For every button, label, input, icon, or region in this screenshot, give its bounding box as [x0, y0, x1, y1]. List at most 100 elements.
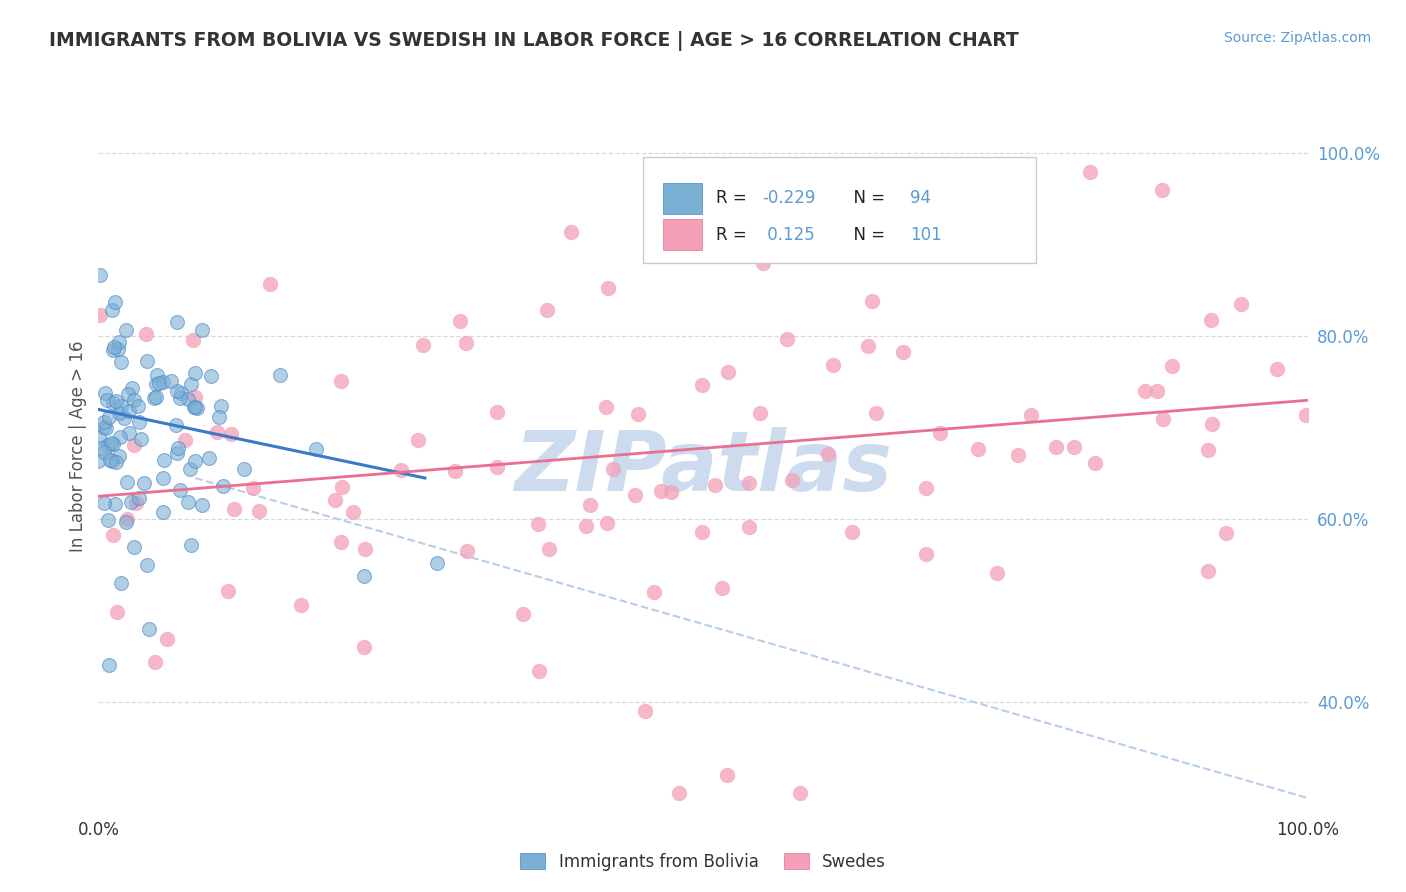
- Point: [1019, 409, 1042, 423]
- Point: [121, 381, 143, 395]
- Point: [775, 332, 797, 346]
- Point: [330, 480, 353, 494]
- Point: [454, 336, 477, 351]
- Point: [1146, 384, 1168, 398]
- Point: [101, 437, 124, 451]
- Point: [891, 345, 914, 359]
- Point: [177, 495, 200, 509]
- Point: [156, 632, 179, 647]
- Point: [1007, 448, 1029, 462]
- Point: [595, 400, 617, 414]
- Point: [108, 335, 131, 350]
- Point: [749, 406, 772, 420]
- Point: [290, 598, 312, 612]
- Point: [710, 581, 733, 595]
- Point: [93, 420, 115, 434]
- Point: [114, 515, 136, 529]
- Point: [117, 387, 139, 401]
- Point: [1295, 408, 1317, 422]
- Point: [191, 322, 214, 336]
- Point: [643, 584, 665, 599]
- Point: [1078, 164, 1101, 178]
- Point: [915, 481, 938, 495]
- Point: [122, 438, 145, 452]
- Point: [104, 295, 127, 310]
- Point: [624, 488, 647, 502]
- Point: [181, 333, 204, 347]
- Point: [143, 655, 166, 669]
- Point: [389, 463, 412, 477]
- Point: [128, 416, 150, 430]
- Point: [89, 309, 111, 323]
- Point: [184, 390, 207, 404]
- Point: [103, 343, 125, 357]
- Point: [115, 475, 138, 490]
- Text: R =: R =: [716, 226, 752, 244]
- Point: [152, 375, 174, 389]
- Text: N =: N =: [844, 189, 890, 207]
- Point: [117, 512, 139, 526]
- Point: [94, 420, 117, 434]
- Point: [120, 495, 142, 509]
- Point: [967, 442, 990, 456]
- Point: [110, 400, 132, 414]
- Point: [93, 496, 115, 510]
- Point: [124, 393, 146, 408]
- Point: [817, 447, 839, 461]
- Point: [205, 425, 228, 439]
- Point: [169, 483, 191, 498]
- Point: [146, 368, 169, 383]
- Point: [247, 504, 270, 518]
- Point: [97, 410, 120, 425]
- Text: N =: N =: [844, 226, 890, 244]
- Point: [169, 392, 191, 406]
- Point: [841, 525, 863, 540]
- Point: [115, 323, 138, 337]
- Point: [692, 378, 714, 392]
- Point: [127, 400, 149, 414]
- Point: [486, 405, 509, 419]
- Point: [1045, 440, 1067, 454]
- Point: [180, 376, 202, 391]
- Point: [1215, 526, 1237, 541]
- Text: IMMIGRANTS FROM BOLIVIA VS SWEDISH IN LABOR FORCE | AGE > 16 CORRELATION CHART: IMMIGRANTS FROM BOLIVIA VS SWEDISH IN LA…: [49, 31, 1019, 51]
- Y-axis label: In Labor Force | Age > 16: In Labor Force | Age > 16: [69, 340, 87, 552]
- Point: [596, 280, 619, 294]
- Text: -0.229: -0.229: [762, 189, 815, 207]
- Point: [1161, 359, 1184, 373]
- Point: [412, 338, 434, 352]
- Point: [353, 640, 375, 655]
- Point: [184, 400, 207, 414]
- Point: [148, 376, 170, 390]
- Point: [526, 516, 548, 531]
- Point: [101, 454, 124, 468]
- Point: [1197, 443, 1219, 458]
- Point: [737, 520, 759, 534]
- Point: [232, 461, 254, 475]
- Point: [1197, 564, 1219, 578]
- Point: [1084, 456, 1107, 470]
- Point: [1230, 296, 1253, 310]
- Point: [122, 540, 145, 554]
- Point: [100, 435, 122, 450]
- Point: [180, 538, 202, 552]
- Point: [659, 485, 682, 500]
- FancyBboxPatch shape: [643, 157, 1035, 263]
- Point: [596, 516, 619, 530]
- Point: [166, 384, 188, 399]
- Point: [512, 607, 534, 622]
- Point: [89, 268, 111, 283]
- Point: [856, 339, 879, 353]
- Text: Source: ZipAtlas.com: Source: ZipAtlas.com: [1223, 31, 1371, 45]
- Point: [634, 705, 657, 719]
- Point: [97, 438, 120, 452]
- Point: [184, 366, 207, 380]
- Point: [93, 445, 115, 459]
- Point: [200, 368, 222, 383]
- Point: [242, 482, 264, 496]
- Point: [1152, 183, 1174, 197]
- Point: [183, 454, 205, 468]
- Point: [527, 664, 550, 678]
- Point: [928, 425, 950, 440]
- Point: [212, 479, 235, 493]
